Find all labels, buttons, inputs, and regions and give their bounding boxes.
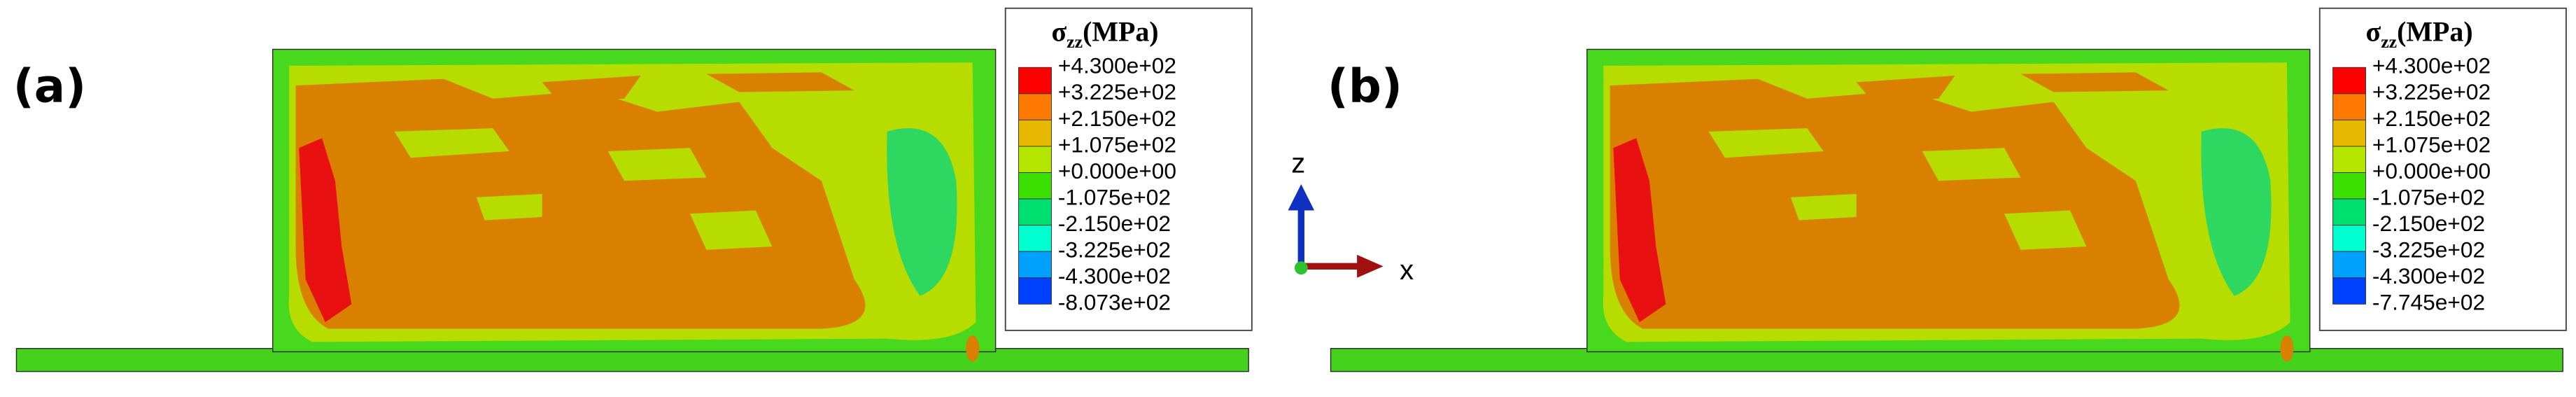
origin (1294, 261, 1308, 275)
legend-entry: -2.150e+02 (1058, 211, 1171, 236)
legend: σzz(MPa)+4.300e+02+3.225e+02+2.150e+02+1… (2318, 7, 2567, 331)
legend-entry: -8.073e+02 (1058, 290, 1171, 315)
legend-band (2332, 277, 2366, 305)
legend-unit: (MPa) (2397, 16, 2473, 48)
x-arrow-head (1357, 254, 1384, 278)
legend-unit: (MPa) (1083, 16, 1159, 48)
legend-band (2332, 172, 2366, 200)
legend-entry: +4.300e+02 (1058, 53, 1176, 78)
legend-band (2332, 251, 2366, 279)
legend-band (1018, 172, 1052, 200)
legend-entry: -7.745e+02 (2372, 290, 2485, 315)
legend-entry: +2.150e+02 (1058, 106, 1176, 131)
legend-band (1018, 119, 1052, 147)
hotspot (2280, 335, 2294, 362)
legend: σzz(MPa)+4.300e+02+3.225e+02+2.150e+02+1… (1004, 7, 1253, 331)
legend-entry: -1.075e+02 (2372, 184, 2485, 209)
legend-band (2332, 67, 2366, 95)
legend-subscript: zz (1067, 32, 1083, 52)
legend-entry: -4.300e+02 (2372, 263, 2485, 288)
legend-band (2332, 119, 2366, 147)
legend-band (1018, 198, 1052, 226)
legend-band (2332, 146, 2366, 173)
legend-subscript: zz (2381, 32, 2397, 52)
legend-entry: +0.000e+00 (2372, 158, 2491, 183)
z-label: z (1291, 148, 1305, 179)
legend-title: σzz(MPa) (2366, 16, 2473, 52)
panel-label: (a) (13, 60, 86, 113)
contour-yellow-spots (394, 128, 773, 250)
legend-entry: +1.075e+02 (2372, 132, 2491, 157)
legend-symbol: σ (2366, 16, 2381, 48)
legend-entry: -3.225e+02 (2372, 237, 2485, 263)
legend-entry: -2.150e+02 (2372, 211, 2485, 236)
z-arrow-head (1288, 183, 1315, 211)
base-plate (15, 348, 1249, 372)
legend-band (1018, 225, 1052, 252)
legend-band (1018, 251, 1052, 279)
legend-entry: +0.000e+00 (1058, 158, 1176, 183)
contour-green (2201, 128, 2272, 296)
panel: (b)σzz(MPa)+4.300e+02+3.225e+02+2.150e+0… (1328, 7, 2567, 372)
hotspot (966, 335, 980, 362)
contour-red (299, 138, 352, 323)
legend-entry: +3.225e+02 (2372, 79, 2491, 104)
legend-band (1018, 93, 1052, 120)
legend-symbol: σ (1051, 16, 1067, 48)
base-plate (1330, 348, 2563, 372)
legend-title: σzz(MPa) (1051, 16, 1158, 52)
legend-entry: +2.150e+02 (2372, 106, 2491, 131)
legend-entry: -4.300e+02 (1058, 263, 1171, 288)
contour-yellow-spots (1708, 128, 2087, 250)
legend-band (1018, 67, 1052, 95)
legend-band (1018, 277, 1052, 305)
panel-label: (b) (1328, 60, 1402, 113)
legend-band (1018, 146, 1052, 173)
contour-green (887, 128, 957, 296)
contour-orange-top (1856, 72, 2169, 102)
legend-band (2332, 225, 2366, 252)
panel: (a)σzz(MPa)+4.300e+02+3.225e+02+2.150e+0… (13, 7, 1253, 372)
contour-red (1613, 138, 1666, 323)
legend-entry: -3.225e+02 (1058, 237, 1171, 263)
legend-entry: +3.225e+02 (1058, 79, 1176, 104)
contour-orange-top (542, 72, 854, 102)
triad: z x (1288, 148, 1414, 286)
legend-band (2332, 198, 2366, 226)
x-label: x (1400, 255, 1414, 286)
legend-entry: +1.075e+02 (1058, 132, 1176, 157)
legend-entry: -1.075e+02 (1058, 184, 1171, 209)
legend-entry: +4.300e+02 (2372, 53, 2491, 78)
legend-band (2332, 93, 2366, 120)
